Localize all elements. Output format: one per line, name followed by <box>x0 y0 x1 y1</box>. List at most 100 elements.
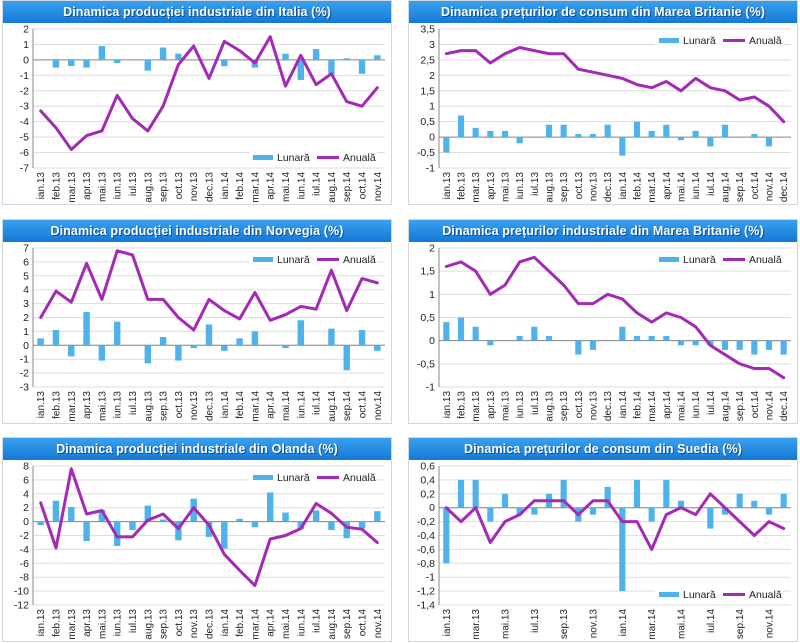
point-annual <box>607 500 609 502</box>
x-tick-label: nov.14 <box>765 172 776 202</box>
bar-monthly <box>677 340 685 346</box>
legend-swatch-monthly <box>659 257 679 262</box>
x-tick-label: iun.13 <box>515 172 526 200</box>
x-tick-label: oct.14 <box>358 391 369 419</box>
x-tick-label: oct.14 <box>750 391 761 419</box>
bar-monthly <box>312 49 320 60</box>
bar-monthly <box>457 479 465 508</box>
point-annual <box>223 40 225 42</box>
bar-monthly <box>780 340 787 355</box>
point-annual <box>724 353 726 356</box>
point-annual <box>680 90 682 92</box>
y-tick-label: -2 <box>20 368 29 380</box>
y-tick-label: -12 <box>14 600 29 612</box>
point-annual <box>300 527 302 530</box>
x-tick-label: iul.13 <box>128 609 139 633</box>
point-annual <box>548 53 550 55</box>
bar-monthly <box>531 507 538 515</box>
bar-monthly <box>545 124 553 138</box>
bar-monthly <box>457 115 465 138</box>
x-tick-label: apr.13 <box>82 391 93 419</box>
point-annual <box>753 96 755 98</box>
point-annual <box>193 329 195 331</box>
point-annual <box>504 521 506 523</box>
point-annual <box>783 377 785 379</box>
point-annual <box>753 534 755 537</box>
x-tick-label: mar.14 <box>250 609 261 640</box>
y-tick-label: 6 <box>23 256 29 268</box>
point-annual <box>55 547 57 549</box>
point-annual <box>70 301 72 303</box>
point-annual <box>193 45 195 47</box>
point-annual <box>533 256 535 258</box>
point-annual <box>223 309 225 312</box>
bar-monthly <box>221 59 228 67</box>
point-annual <box>284 85 287 87</box>
point-annual <box>709 493 711 495</box>
line-annual <box>444 46 786 124</box>
legend-box <box>655 586 783 602</box>
x-tick-label: apr.13 <box>82 609 93 637</box>
bar-monthly <box>251 331 259 346</box>
point-annual <box>621 298 623 300</box>
y-tick-label: -6 <box>20 558 29 570</box>
point-annual <box>680 316 682 319</box>
point-annual <box>40 316 42 319</box>
point-annual <box>475 507 477 509</box>
y-tick-label: -10 <box>14 586 29 598</box>
bar-monthly <box>619 507 626 592</box>
point-annual <box>445 265 447 268</box>
legend-label-annual: Anuală <box>343 152 376 164</box>
x-tick-label: mai.14 <box>677 391 688 421</box>
bar-monthly <box>37 338 44 346</box>
point-annual <box>346 309 348 312</box>
x-tick-label: apr.14 <box>266 391 277 419</box>
x-tick-label: ian.13 <box>36 172 47 200</box>
x-tick-label: sep.13 <box>159 172 170 202</box>
x-tick-label: iun.14 <box>296 391 307 419</box>
x-tick-label: feb.14 <box>633 391 644 419</box>
point-annual <box>376 282 378 284</box>
bar-monthly <box>736 493 743 508</box>
point-annual <box>330 269 333 271</box>
bar-monthly <box>560 124 567 138</box>
bar-monthly <box>343 521 350 539</box>
bar-monthly <box>113 59 121 63</box>
x-tick-label: ian.13 <box>442 391 453 419</box>
x-tick-label: feb.14 <box>235 391 246 419</box>
point-annual <box>533 500 535 502</box>
bar-monthly <box>175 521 182 541</box>
chart-title: Dinamica prețurilor de consum din Suedia… <box>409 438 797 460</box>
point-annual <box>315 308 317 310</box>
bar-monthly <box>343 58 350 60</box>
line-annual <box>444 255 786 380</box>
y-tick-label: 0 <box>429 132 435 144</box>
point-annual <box>254 291 256 294</box>
bar-monthly <box>677 500 685 508</box>
chart-plot: -1 -0,5 0 0,5 1 1,5 2 2,5 3 3,5 ian.13 feb.13 mar.13… <box>417 24 791 203</box>
y-tick-label: -0,5 <box>417 358 435 370</box>
bar-monthly <box>144 59 151 71</box>
point-annual <box>651 87 653 89</box>
x-tick-label: mai.14 <box>677 172 688 202</box>
point-annual <box>665 312 667 314</box>
point-annual <box>85 134 88 137</box>
point-annual <box>70 468 72 470</box>
bar-monthly <box>648 130 655 138</box>
y-tick-label: -6 <box>20 147 29 159</box>
y-tick-label: 8 <box>23 461 29 473</box>
point-annual <box>607 293 609 295</box>
point-annual <box>489 293 491 295</box>
y-tick-label: 4 <box>23 488 29 500</box>
bar-monthly <box>205 521 213 537</box>
y-tick-label: -8 <box>20 572 29 584</box>
bar-monthly <box>144 345 151 364</box>
y-tick-label: 3 <box>429 39 435 51</box>
point-annual <box>460 50 462 52</box>
x-tick-label: iul.14 <box>312 391 323 415</box>
bar-monthly <box>487 340 494 346</box>
point-annual <box>239 318 241 320</box>
y-tick-label: 2 <box>23 312 29 324</box>
bar-monthly <box>358 521 366 529</box>
bar-monthly <box>751 500 758 508</box>
